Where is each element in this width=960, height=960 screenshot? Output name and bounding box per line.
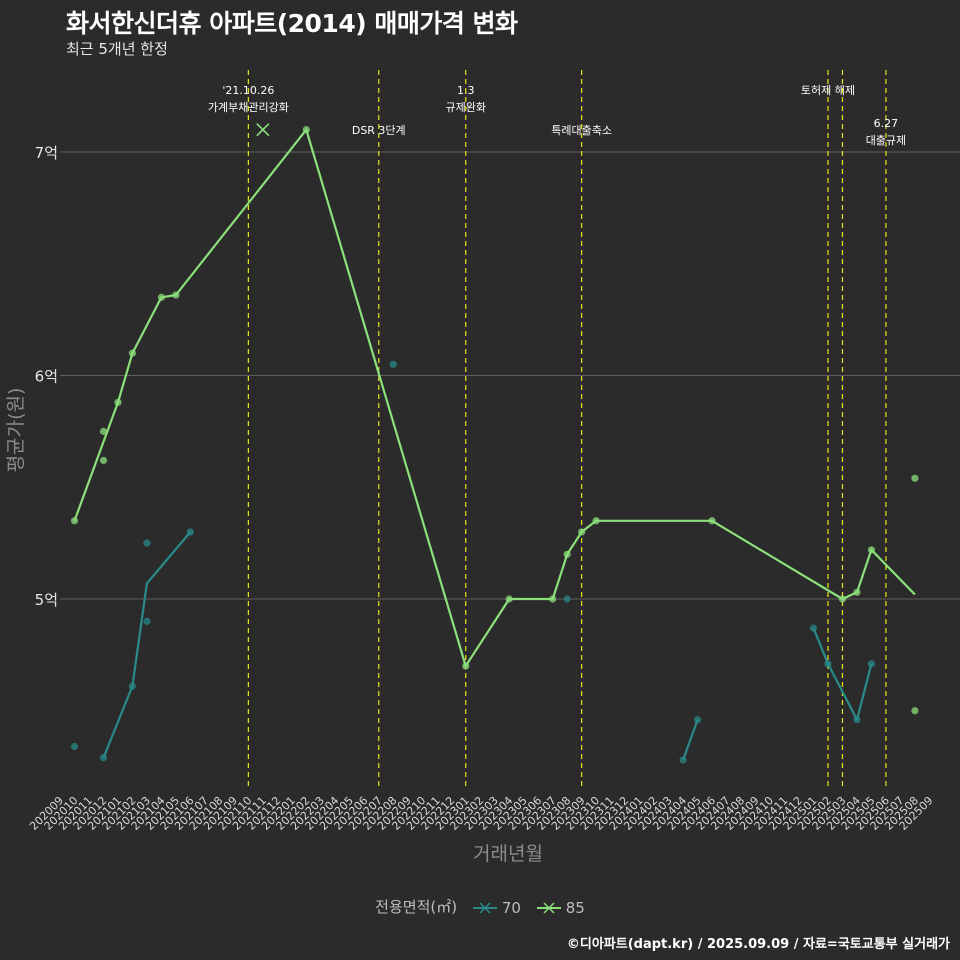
series-70-line [812,627,873,721]
legend-label-85: 85 [565,898,585,917]
series-70-point [143,617,151,625]
series-85-point [172,291,180,299]
source-caption: ©디아파트(dapt.kr) / 2025.09.09 / 자료=국토교통부 실… [566,937,950,952]
series-70-point [809,624,818,632]
axis-layer: 5억6억7억2020092020102020112020122021012021… [27,144,935,833]
series-layer [70,123,919,764]
series-70-line [682,719,699,761]
series-85-point [302,126,310,134]
series-70-point [824,660,832,668]
event-label: 규제완화 [445,101,485,114]
series-85-point [128,349,137,357]
y-tick-label: 6억 [35,368,58,386]
series-85-point [114,398,122,406]
series-85-point [867,546,876,554]
event-label: 특례대출축소 [551,124,612,137]
event-label: 대출규제 [866,134,906,147]
series-85-line [73,128,916,668]
legend-key-85-icon [536,902,561,914]
series-85-cross-point [256,123,270,137]
series-85-point [505,595,513,603]
series-70-point [867,660,876,668]
grid-layer [60,151,960,600]
y-tick-label: 7억 [35,144,58,162]
series-70-point [563,595,571,603]
series-70-line [102,531,192,759]
series-85-point [838,595,847,603]
series-70-point [70,742,79,751]
legend-item-70: 70 [472,898,521,917]
series-85-point [578,528,586,536]
series-85-point [592,517,600,525]
series-70-point [128,682,137,690]
legend: 전용면적(㎡) 70 85 [0,896,960,917]
x-axis-label: 거래년월 [473,843,543,865]
series-85-point [911,474,919,482]
series-85-point [708,517,716,525]
event-label: 가계부채관리강화 [208,101,289,114]
series-70-point [853,716,861,724]
series-85-point [99,456,108,465]
series-70-point [99,754,108,762]
series-70-point [186,528,195,536]
y-tick-label: 5억 [35,591,58,609]
legend-item-85: 85 [536,898,585,917]
event-label: '21.10.26 [222,84,274,97]
y-axis-label: 평균가(원) [5,388,27,473]
series-85-point [549,595,557,603]
series-85-point [911,707,919,715]
legend-label-70: 70 [501,898,521,917]
series-70-point [693,716,702,724]
event-label: 토허제 해제 [801,83,855,97]
series-70-point [389,360,397,368]
event-label: 6.27 [874,117,899,130]
chart-subtitle: 최근 5개년 한정 [66,40,168,58]
legend-title: 전용면적(㎡) [375,898,458,916]
legend-key-70-icon [472,902,497,914]
series-85-point [462,662,470,670]
event-label: 1.3 [457,84,475,97]
series-70-point [143,539,151,547]
event-label: DSR 3단계 [352,124,406,137]
series-85-point [563,550,571,558]
series-85-point [157,293,166,301]
chart-title: 화서한신더휴 아파트(2014) 매매가격 변화 [66,9,518,38]
series-85-point [99,427,108,435]
series-70-point [679,756,687,764]
series-85-point [70,517,79,525]
series-85-point [853,588,861,596]
cross-stroke [256,123,270,137]
